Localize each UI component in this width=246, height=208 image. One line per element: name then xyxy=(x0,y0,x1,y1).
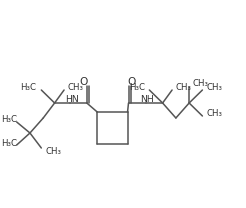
Text: O: O xyxy=(127,77,136,87)
Text: CH₃: CH₃ xyxy=(206,83,222,92)
Text: O: O xyxy=(80,77,88,87)
Text: CH₃: CH₃ xyxy=(206,109,222,118)
Text: H₃C: H₃C xyxy=(130,83,146,92)
Text: NH: NH xyxy=(140,94,154,104)
Text: CH₃: CH₃ xyxy=(68,83,84,92)
Text: CH₃: CH₃ xyxy=(176,83,192,92)
Text: H₃C: H₃C xyxy=(1,114,17,124)
Text: HN: HN xyxy=(65,94,78,104)
Text: H₃C: H₃C xyxy=(1,139,17,147)
Text: CH₃: CH₃ xyxy=(45,146,61,156)
Text: CH₃: CH₃ xyxy=(193,78,209,88)
Text: H₃C: H₃C xyxy=(20,83,36,92)
